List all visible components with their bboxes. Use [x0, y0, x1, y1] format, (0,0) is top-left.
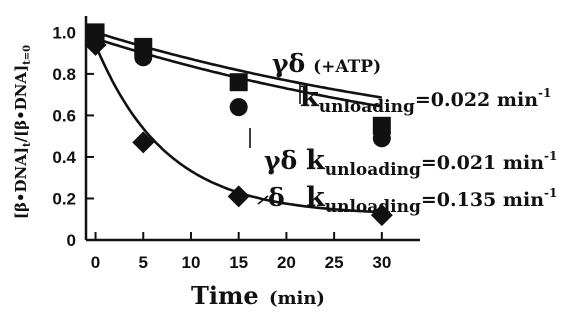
y-tick-label: 0.2	[52, 189, 76, 208]
x-tick-label: 15	[229, 253, 248, 272]
annotation-leader	[257, 195, 269, 205]
series-3-point	[370, 204, 393, 227]
annotation-k: kunloading=0.021 min-1	[306, 145, 557, 180]
x-axis-label: Time (min)	[191, 281, 325, 310]
y-axis-label: [β•DNA]t/[β•DNA]t=0	[12, 45, 33, 219]
axis-labels: Time (min) [β•DNA]t/[β•DNA]t=0	[12, 45, 325, 310]
series-3-point	[84, 33, 107, 56]
y-tick-label: 0.8	[52, 65, 76, 84]
annotation-k: kunloading=0.135 min-1	[306, 182, 557, 217]
series-2-point	[372, 129, 391, 148]
y-tick-label: 1.0	[52, 23, 76, 42]
x-tick-label: 25	[325, 253, 344, 272]
series-2-point	[134, 48, 153, 67]
series-3-point	[132, 131, 155, 154]
axes: 0 0.2 0.4 0.6 0.8 1.0 0 5 10 15 20 25 30	[52, 16, 420, 272]
series-2-point	[229, 98, 248, 117]
annotations: γδ (+ATP) kunloading=0.022 min-1γδ kunload…	[249, 49, 557, 217]
annotation-label: γδ	[264, 146, 297, 175]
y-tick-label: 0	[67, 231, 76, 250]
x-tick-label: 10	[182, 253, 201, 272]
series-1-point	[372, 116, 391, 135]
y-tick-label: 0.6	[52, 106, 76, 125]
x-tick-label: 5	[139, 253, 148, 272]
x-tick-label: 0	[91, 253, 100, 272]
data-points	[84, 23, 393, 227]
series-3-point	[227, 185, 250, 208]
annotation-k: kunloading=0.022 min-1	[300, 82, 551, 117]
annotation-label: γδ (+ATP)	[272, 49, 381, 78]
y-tick-label: 0.4	[52, 148, 76, 167]
x-tick-label: 20	[277, 253, 296, 272]
annotation-label: δ	[268, 183, 285, 212]
x-tick-label: 30	[372, 253, 391, 272]
series-1-point	[229, 73, 248, 92]
